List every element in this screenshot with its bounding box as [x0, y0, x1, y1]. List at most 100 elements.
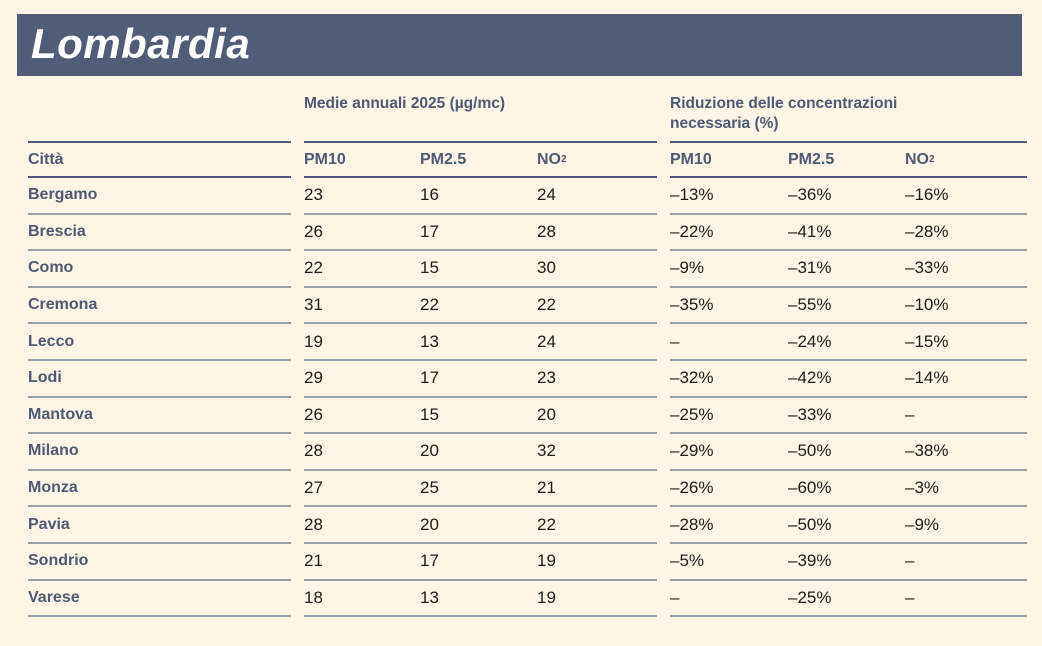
table-row: Como 22 15 30 –9% –31% –33% [28, 251, 1027, 288]
pm10-value: 26 [304, 221, 323, 241]
pm25-value: 15 [420, 404, 439, 424]
annual-means-cells: 22 15 30 [304, 251, 657, 288]
no2-label: NO [537, 150, 561, 168]
annual-means-cells: 18 13 19 [304, 581, 657, 618]
pm10-value: 18 [304, 587, 323, 607]
reduction-no2-value: –16% [905, 185, 949, 205]
pm25-value: 13 [420, 587, 439, 607]
reduction-pm10-value: –13% [670, 185, 714, 205]
no2-value: 32 [537, 441, 556, 461]
city-name: Cremona [28, 288, 291, 325]
reduction-pm25-value: –24% [788, 331, 832, 351]
annual-means-cells: 28 20 32 [304, 434, 657, 471]
no2-value: 24 [537, 185, 556, 205]
no2-value: 21 [537, 478, 556, 498]
pm25-value: 20 [420, 514, 439, 534]
no2-value: 19 [537, 587, 556, 607]
group2-headers: PM10 PM2.5 NO 2 [670, 141, 1027, 178]
no2-value: 22 [537, 295, 556, 315]
pm25-value: 22 [420, 295, 439, 315]
annual-means-cells: 21 17 19 [304, 544, 657, 581]
reduction-cells: –32% –42% –14% [670, 361, 1027, 398]
pm25-value: 15 [420, 258, 439, 278]
reduction-no2-value: – [905, 404, 915, 424]
reduction-pm10-value: –29% [670, 441, 714, 461]
city-name: Brescia [28, 215, 291, 252]
table-row: Milano 28 20 32 –29% –50% –38% [28, 434, 1027, 471]
group-title-reduction: Riduzione delle concentrazioni necessari… [670, 95, 898, 132]
reduction-pm10-value: –9% [670, 258, 705, 278]
city-name: Lodi [28, 361, 291, 398]
reduction-pm10-value: –25% [670, 404, 714, 424]
table-row: Sondrio 21 17 19 –5% –39% – [28, 544, 1027, 581]
city-name: Milano [28, 434, 291, 471]
reduction-no2-value: –14% [905, 368, 949, 388]
reduction-no2-value: –28% [905, 221, 949, 241]
annual-means-cells: 19 13 24 [304, 324, 657, 361]
reduction-no2-value: –10% [905, 295, 949, 315]
reduction-cells: –9% –31% –33% [670, 251, 1027, 288]
reduction-no2-value: –33% [905, 258, 949, 278]
column-header-reduction-no2: NO 2 [905, 150, 935, 168]
column-header-pm25: PM2.5 [420, 150, 467, 168]
pm10-value: 22 [304, 258, 323, 278]
reduction-pm10-value: –22% [670, 221, 714, 241]
reduction-pm10-value: – [670, 587, 680, 607]
reduction-pm25-value: –39% [788, 551, 832, 571]
city-name: Mantova [28, 398, 291, 435]
region-title: Lombardia [31, 20, 251, 67]
annual-means-cells: 27 25 21 [304, 471, 657, 508]
table-row: Cremona 31 22 22 –35% –55% –10% [28, 288, 1027, 325]
no2-value: 23 [537, 368, 556, 388]
reduction-cells: – –24% –15% [670, 324, 1027, 361]
city-name: Lecco [28, 324, 291, 361]
reduction-pm10-value: –5% [670, 551, 705, 571]
city-name: Monza [28, 471, 291, 508]
reduction-pm25-value: –36% [788, 185, 832, 205]
reduction-cells: –5% –39% – [670, 544, 1027, 581]
reduction-pm10-value: – [670, 331, 680, 351]
annual-means-cells: 31 22 22 [304, 288, 657, 325]
pm25-value: 17 [420, 221, 439, 241]
pm10-value: 26 [304, 404, 323, 424]
reduction-no2-value: – [905, 551, 915, 571]
reduction-cells: –28% –50% –9% [670, 507, 1027, 544]
reduction-pm25-value: –50% [788, 441, 832, 461]
table-row: Brescia 26 17 28 –22% –41% –28% [28, 215, 1027, 252]
no2-value: 24 [537, 331, 556, 351]
reduction-pm10-value: –28% [670, 514, 714, 534]
table-row: Lodi 29 17 23 –32% –42% –14% [28, 361, 1027, 398]
table-row: Varese 18 13 19 – –25% – [28, 581, 1027, 618]
no2-value: 20 [537, 404, 556, 424]
annual-means-cells: 28 20 22 [304, 507, 657, 544]
pm25-value: 17 [420, 368, 439, 388]
table-header-row: Città PM10 PM2.5 NO 2 PM10 PM2.5 NO 2 [28, 141, 1027, 178]
annual-means-cells: 23 16 24 [304, 178, 657, 215]
reduction-pm25-value: –42% [788, 368, 832, 388]
annual-means-cells: 26 15 20 [304, 398, 657, 435]
table-body: Bergamo 23 16 24 –13% –36% –16% Brescia … [28, 178, 1027, 618]
pm10-value: 31 [304, 295, 323, 315]
group-title-annual-means: Medie annuali 2025 (µg/mc) [304, 95, 506, 112]
pm10-value: 29 [304, 368, 323, 388]
reduction-cells: –26% –60% –3% [670, 471, 1027, 508]
column-header-reduction-pm10: PM10 [670, 150, 712, 168]
pm25-value: 16 [420, 185, 439, 205]
reduction-pm10-value: –26% [670, 478, 714, 498]
city-name: Bergamo [28, 178, 291, 215]
no2-value: 28 [537, 221, 556, 241]
region-banner: Lombardia [17, 14, 1022, 76]
pm25-value: 17 [420, 551, 439, 571]
table-row: Monza 27 25 21 –26% –60% –3% [28, 471, 1027, 508]
city-name: Pavia [28, 507, 291, 544]
reduction-cells: –22% –41% –28% [670, 215, 1027, 252]
pm10-value: 19 [304, 331, 323, 351]
reduction-pm25-value: –31% [788, 258, 832, 278]
pm10-value: 27 [304, 478, 323, 498]
table-row: Pavia 28 20 22 –28% –50% –9% [28, 507, 1027, 544]
reduction-pm25-value: –50% [788, 514, 832, 534]
city-name: Sondrio [28, 544, 291, 581]
group1-headers: PM10 PM2.5 NO 2 [304, 141, 657, 178]
pm10-value: 23 [304, 185, 323, 205]
